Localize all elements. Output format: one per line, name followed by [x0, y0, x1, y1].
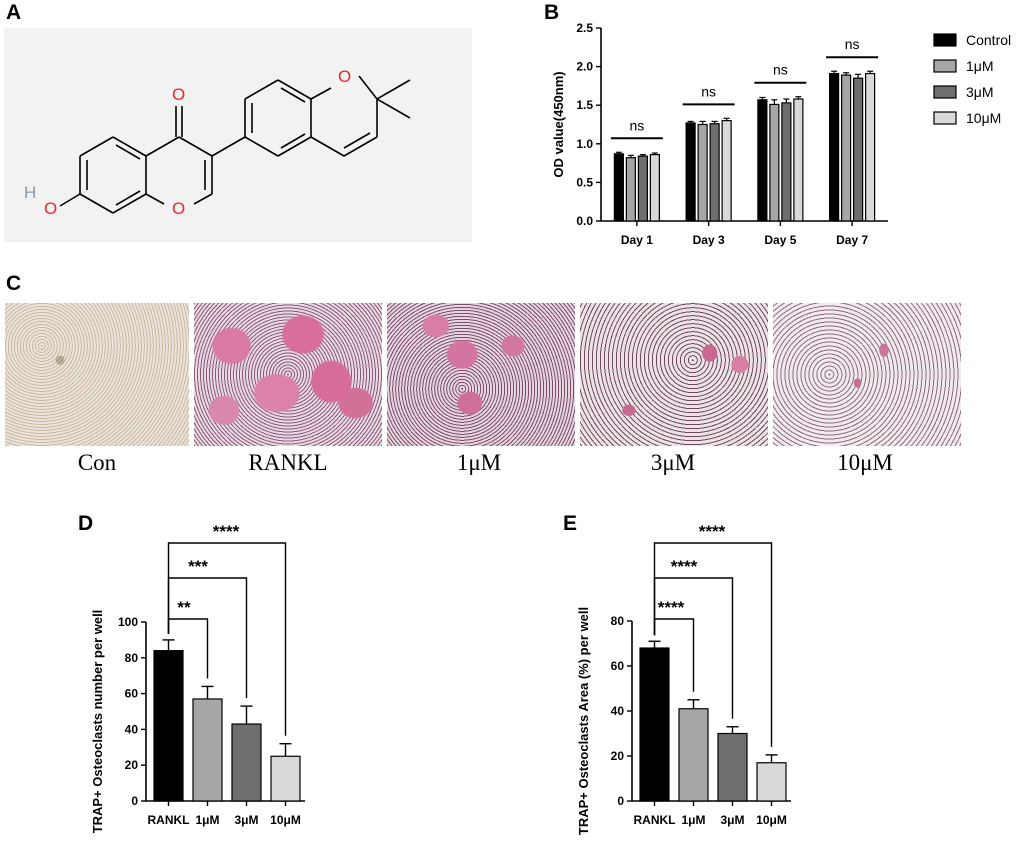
bar — [756, 762, 787, 802]
y-tick-label: 60 — [125, 687, 139, 701]
y-tick-label: 20 — [125, 758, 139, 772]
comparison-label: ** — [177, 598, 191, 617]
x-tick-label: 1μM — [195, 813, 219, 827]
x-tick-label: 10μM — [756, 813, 787, 827]
y-tick-label: 60 — [611, 659, 625, 673]
y-tick-label-b: 1.5 — [576, 98, 593, 112]
micrograph-label-10um: 10μM — [837, 450, 893, 475]
y-axis-title: TRAP+ Osteoclasts number per well — [90, 610, 105, 834]
micrograph-con — [5, 303, 189, 446]
sig-label-b: ns — [773, 62, 788, 78]
molecule-structure: O O O O H — [4, 28, 472, 242]
legend-label-b: Control — [966, 32, 1011, 48]
bar — [717, 732, 748, 802]
micrograph-1um — [387, 303, 575, 446]
comparison-label: *** — [188, 557, 208, 576]
molecule-background — [4, 28, 472, 242]
sig-label-b: ns — [629, 117, 644, 133]
panel-label-a: A — [6, 1, 22, 24]
x-tick-label: 3μM — [234, 813, 258, 827]
x-tick-label-b: Day 1 — [621, 233, 653, 247]
x-tick-label: 10μM — [270, 813, 301, 827]
atom-label-chromene-oxygen: O — [338, 67, 351, 86]
y-tick-label-b: 2.0 — [576, 60, 593, 74]
y-tick-label-b: 0.5 — [576, 175, 593, 189]
y-tick-label: 20 — [611, 749, 625, 763]
legend-swatch-b — [933, 33, 957, 47]
legend-swatch-b — [933, 85, 957, 99]
comparison-label: **** — [658, 598, 685, 617]
comparison-label: **** — [699, 522, 726, 541]
comparison-label: **** — [213, 522, 240, 541]
x-tick-label: 1μM — [681, 813, 705, 827]
y-tick-label: 0 — [617, 794, 624, 808]
atom-label-ring-oxygen: O — [172, 199, 185, 218]
comparison-bracket — [167, 542, 287, 736]
micrograph-rankl — [194, 303, 382, 446]
legend-label-b: 10μM — [966, 110, 1001, 126]
panel-label-d: D — [78, 512, 94, 535]
y-tick-label: 80 — [125, 651, 139, 665]
x-tick-label-b: Day 7 — [836, 233, 868, 247]
panel-label-c: C — [6, 272, 22, 295]
x-tick-label: RANKL — [634, 813, 676, 827]
x-tick-label-b: Day 5 — [764, 233, 796, 247]
panel-label-b: B — [544, 1, 560, 24]
y-tick-label-b: 2.5 — [576, 21, 593, 35]
panel-label-e: E — [563, 512, 578, 535]
micrograph-label-con: Con — [77, 450, 117, 475]
bar — [231, 723, 262, 802]
x-tick-label-b: Day 3 — [693, 233, 725, 247]
y-tick-label: 100 — [118, 615, 138, 629]
micrograph-3um — [580, 303, 768, 446]
atom-label-carbonyl-oxygen: O — [172, 85, 185, 104]
micrograph-10um — [773, 303, 961, 446]
y-tick-label: 40 — [125, 722, 139, 736]
comparison-label: **** — [671, 557, 698, 576]
y-axis-title: TRAP+ Osteoclasts Area (%) per well — [576, 607, 591, 835]
od-value-chart: 0.0 0.5 1.0 1.5 2.0 2.5 OD value(450nm) ns Day 1… — [551, 21, 1011, 247]
y-tick-label-b: 1.0 — [576, 137, 593, 151]
x-tick-label: 3μM — [720, 813, 744, 827]
bar — [639, 647, 670, 802]
comparison-bracket — [653, 542, 773, 747]
y-tick-label: 0 — [131, 794, 138, 808]
legend-swatch-b — [933, 59, 957, 73]
y-tick-label-b: 0.0 — [576, 214, 593, 228]
micrograph-label-rankl: RANKL — [248, 450, 328, 475]
legend-swatch-b — [933, 111, 957, 125]
legend-label-b: 3μM — [966, 84, 994, 100]
bar — [153, 650, 184, 802]
legend-label-b: 1μM — [966, 58, 994, 74]
bar — [678, 708, 709, 802]
bar — [192, 698, 223, 802]
micrograph-label-1um: 1μM — [456, 450, 502, 475]
y-tick-label: 80 — [611, 614, 625, 628]
micrograph-label-3um: 3μM — [650, 450, 696, 475]
atom-label-hydroxyl-oxygen: O — [44, 199, 57, 218]
sig-label-b: ns — [701, 83, 716, 99]
atom-label-hydrogen: H — [24, 183, 36, 202]
x-tick-label: RANKL — [148, 813, 190, 827]
sig-label-b: ns — [845, 36, 860, 52]
y-axis-title-b: OD value(450nm) — [551, 71, 566, 177]
y-tick-label: 40 — [611, 704, 625, 718]
